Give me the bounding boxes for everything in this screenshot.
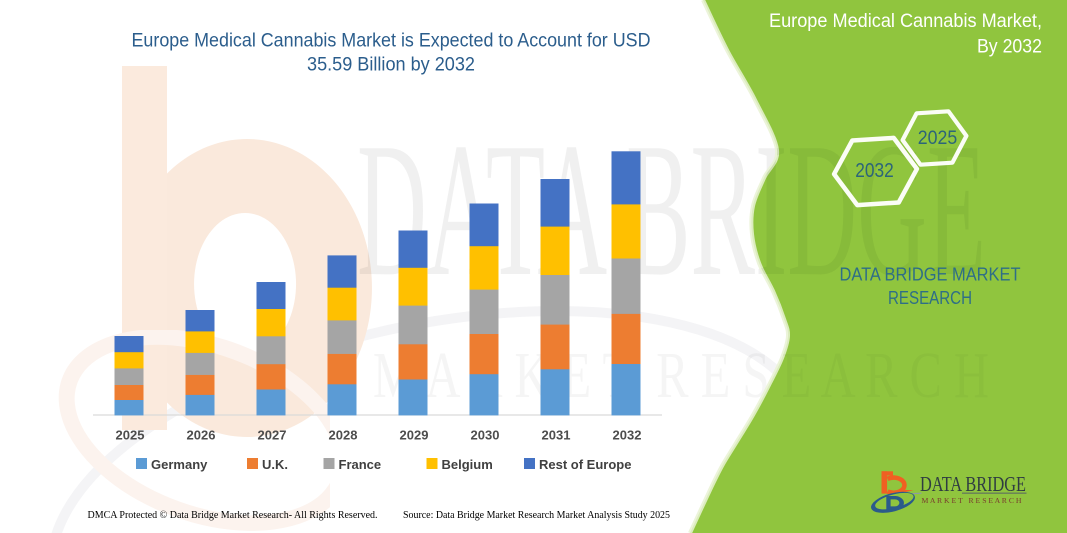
svg-text:Europe Medical Cannabis Market: Europe Medical Cannabis Market, [769,11,1042,32]
svg-text:Rest of Europe: Rest of Europe [539,457,631,472]
svg-text:2028: 2028 [329,428,358,443]
svg-text:DATA BRIDGE: DATA BRIDGE [920,472,1026,496]
svg-text:Germany: Germany [151,457,208,472]
svg-text:2027: 2027 [258,428,287,443]
svg-text:France: France [339,457,382,472]
svg-text:2031: 2031 [542,428,571,443]
svg-text:DMCA Protected © Data Bridge M: DMCA Protected © Data Bridge Market Rese… [88,509,378,521]
svg-text:2029: 2029 [400,428,429,443]
svg-text:2032: 2032 [613,428,642,443]
svg-text:2025: 2025 [918,128,958,149]
svg-text:Source: Data Bridge Market Res: Source: Data Bridge Market Research Mark… [403,509,670,521]
svg-text:M A R K E T R E S E A R C H: M A R K E T R E S E A R C H [922,498,1022,505]
svg-text:Belgium: Belgium [442,457,493,472]
svg-text:35.59 Billion by 2032: 35.59 Billion by 2032 [307,54,475,76]
svg-text:2025: 2025 [116,428,145,443]
svg-text:2030: 2030 [471,428,500,443]
svg-text:U.K.: U.K. [262,457,288,472]
svg-text:RESEARCH: RESEARCH [888,288,972,308]
svg-text:DATA BRIDGE MARKET: DATA BRIDGE MARKET [840,265,1021,285]
svg-text:2026: 2026 [187,428,216,443]
svg-text:2032: 2032 [855,159,894,182]
svg-text:By 2032: By 2032 [977,37,1042,58]
svg-text:Europe Medical Cannabis Market: Europe Medical Cannabis Market is Expect… [132,30,651,52]
